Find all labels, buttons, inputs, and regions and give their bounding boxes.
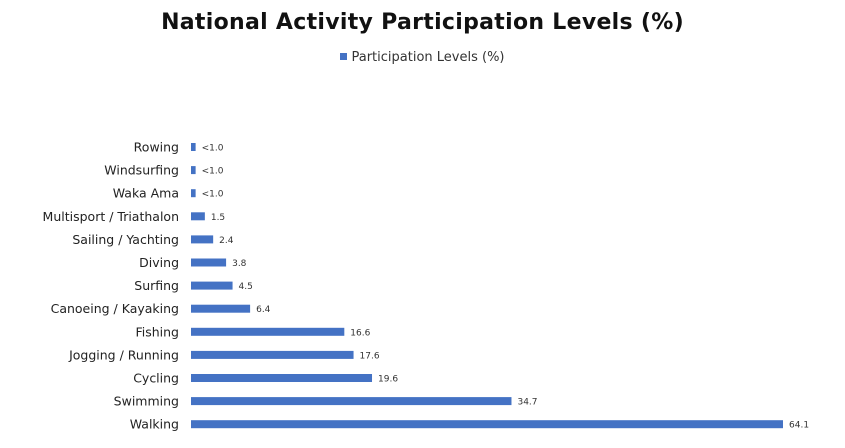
bar (191, 374, 373, 382)
bar (191, 212, 205, 221)
data-label: 17.6 (360, 351, 380, 361)
category-label: Sailing / Yachting (72, 232, 179, 247)
chart-title: National Activity Participation Levels (… (161, 10, 684, 35)
bar (191, 281, 233, 290)
bar (191, 235, 214, 244)
category-label: Cycling (133, 371, 179, 386)
data-label: <1.0 (202, 190, 224, 200)
data-label: 2.4 (219, 236, 234, 246)
bar (191, 304, 251, 313)
data-label: 19.6 (378, 375, 398, 385)
category-label: Waka Ama (113, 186, 179, 201)
bar (191, 166, 196, 175)
category-label: Fishing (135, 324, 179, 339)
bar (191, 397, 512, 406)
bar (191, 258, 227, 267)
data-label: 4.5 (239, 282, 253, 292)
data-label: <1.0 (202, 144, 224, 154)
category-label: Jogging / Running (68, 347, 179, 362)
legend: Participation Levels (%) (0, 50, 845, 65)
category-label: Multisport / Triathalon (43, 209, 179, 224)
data-label: 3.8 (232, 259, 247, 269)
data-label: 64.1 (789, 421, 809, 431)
category-label: Canoeing / Kayaking (51, 301, 179, 316)
bar (191, 143, 196, 151)
category-label: Walking (130, 417, 179, 432)
data-label: 1.5 (211, 213, 225, 223)
data-label: 16.6 (350, 328, 370, 338)
category-label: Surfing (134, 278, 179, 293)
bar (191, 327, 345, 336)
data-label: 6.4 (256, 305, 271, 315)
data-label: 34.7 (517, 398, 537, 408)
legend-swatch (340, 53, 348, 60)
category-label: Rowing (134, 140, 179, 155)
category-label: Swimming (114, 394, 179, 409)
bar (191, 420, 783, 429)
bar (191, 189, 196, 198)
data-label: <1.0 (202, 167, 224, 177)
category-label: Diving (139, 255, 179, 270)
category-label: Windsurfing (104, 163, 179, 178)
legend-label: Participation Levels (%) (351, 50, 505, 65)
bar (191, 350, 354, 359)
